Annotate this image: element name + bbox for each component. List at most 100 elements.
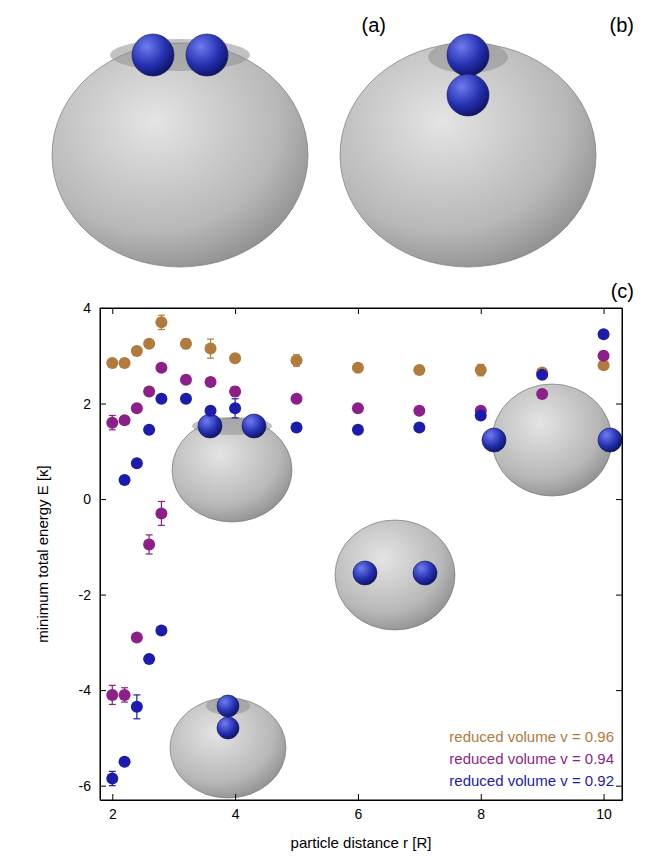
data-point <box>205 376 217 388</box>
series <box>106 328 609 785</box>
data-point <box>352 362 364 374</box>
error-bar-cap <box>158 525 165 526</box>
membrane-dimple <box>110 39 250 71</box>
tick-mark <box>616 499 622 500</box>
data-point <box>119 414 131 426</box>
tick-label: 2 <box>83 396 91 412</box>
tick: -4 <box>79 682 106 698</box>
inset-vesicle <box>172 414 292 522</box>
data-point <box>536 388 548 400</box>
tick <box>616 404 622 405</box>
error-bar-cap <box>158 501 165 502</box>
data-point <box>180 393 192 405</box>
particle-sphere <box>482 428 506 452</box>
panel-label: (a) <box>362 14 386 36</box>
tick <box>358 308 359 314</box>
inset-vesicle <box>170 695 286 798</box>
x-axis: 246810 <box>101 794 623 822</box>
tick-label: 6 <box>355 806 363 822</box>
data-point <box>131 345 143 357</box>
error-bar-cap <box>109 771 116 772</box>
data-point <box>475 409 487 421</box>
legend-entry: reduced volume v = 0.92 <box>449 772 614 789</box>
tick: 4 <box>83 300 106 316</box>
tick-mark <box>481 794 482 800</box>
data-point <box>180 338 192 350</box>
data-point <box>143 653 155 665</box>
tick <box>235 308 236 314</box>
tick-mark <box>100 404 106 405</box>
tick-mark <box>112 308 113 314</box>
insets <box>170 384 622 798</box>
inset-vesicle <box>482 384 622 496</box>
tick-mark <box>100 690 106 691</box>
y-axis-right <box>616 309 623 801</box>
error-bar-cap <box>207 358 214 359</box>
tick <box>616 786 622 787</box>
data-point <box>155 362 167 374</box>
error-bar-cap <box>109 685 116 686</box>
membrane <box>172 418 292 522</box>
data-point <box>106 417 118 429</box>
tick-mark <box>604 794 605 800</box>
tick <box>616 308 622 309</box>
particle-sphere <box>413 561 437 585</box>
data-point <box>131 632 143 644</box>
tick-mark <box>616 404 622 405</box>
data-point <box>131 402 143 414</box>
data-point <box>106 689 118 701</box>
data-point <box>352 402 364 414</box>
data-point <box>155 624 167 636</box>
tick <box>112 308 113 314</box>
data-point <box>155 507 167 519</box>
data-point <box>291 421 303 433</box>
tick <box>481 308 482 314</box>
tick-label: 0 <box>83 491 91 507</box>
tick-mark <box>358 308 359 314</box>
data-point <box>143 424 155 436</box>
data-point <box>180 374 192 386</box>
data-point <box>106 773 118 785</box>
legend: reduced volume v = 0.96reduced volume v … <box>449 728 614 789</box>
particle-sphere <box>447 34 489 76</box>
tick-label: 4 <box>232 806 240 822</box>
tick: 8 <box>477 794 485 822</box>
tick: -2 <box>79 587 106 603</box>
tick-mark <box>358 794 359 800</box>
tick <box>616 595 622 596</box>
particle-sphere <box>132 34 174 76</box>
tick-mark <box>100 499 106 500</box>
data-point <box>598 350 610 362</box>
particle-sphere <box>217 695 239 717</box>
data-point <box>143 386 155 398</box>
tick-mark <box>235 308 236 314</box>
tick: 6 <box>355 794 363 822</box>
membrane <box>335 520 455 630</box>
error-bar-cap <box>109 785 116 786</box>
tick: 4 <box>232 794 240 822</box>
particle-sphere <box>353 561 377 585</box>
x-axis-title: particle distance r [R] <box>291 834 432 851</box>
membrane <box>340 43 596 267</box>
tick <box>616 690 622 691</box>
data-point <box>119 357 131 369</box>
error-bar-cap <box>146 534 153 535</box>
data-point <box>598 328 610 340</box>
particle-sphere <box>242 414 266 438</box>
plot-frame <box>100 308 622 800</box>
particle-sphere <box>447 74 489 116</box>
series <box>106 315 609 378</box>
tick-label: 4 <box>83 300 91 316</box>
data-point <box>536 369 548 381</box>
particle-sphere <box>186 34 228 76</box>
error-bar-cap <box>232 398 239 399</box>
tick-label: -2 <box>79 587 92 603</box>
tick-mark <box>100 786 106 787</box>
tick-mark <box>604 308 605 314</box>
figure: (a)(b)(c)246810-6-4-2024particle distanc… <box>0 0 646 860</box>
tick-label: -4 <box>79 682 92 698</box>
data-point <box>229 352 241 364</box>
data-point <box>106 357 118 369</box>
axis-line <box>622 309 623 801</box>
error-bar-cap <box>207 338 214 339</box>
